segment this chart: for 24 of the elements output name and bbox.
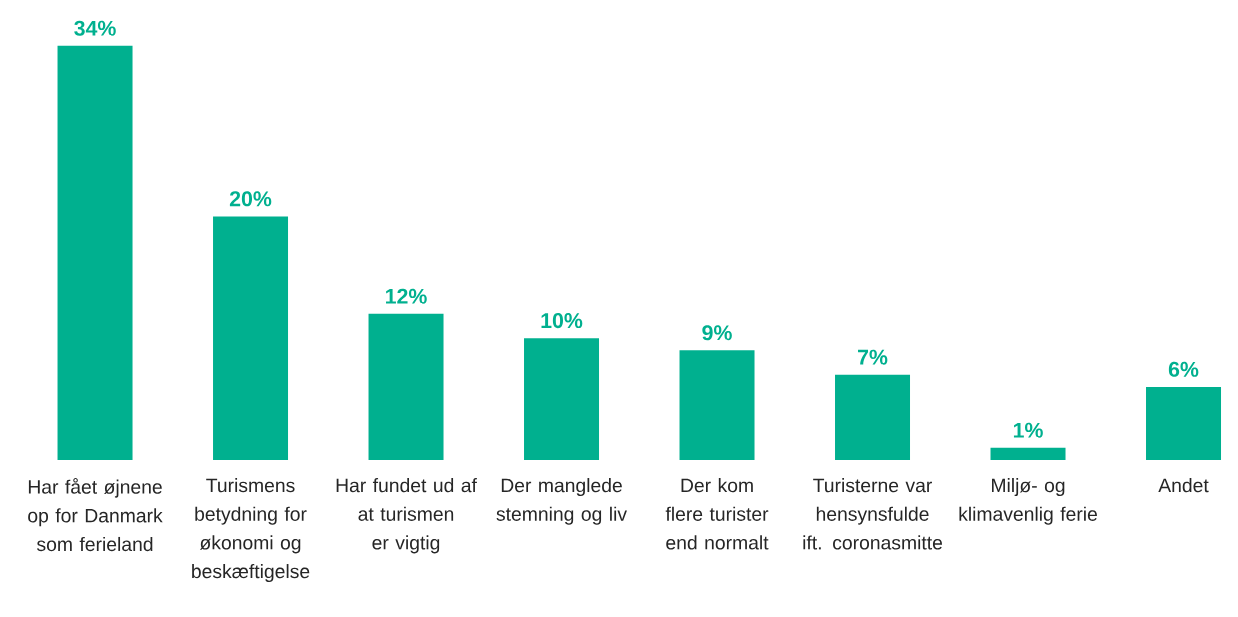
data-label: 9% — [702, 325, 732, 341]
bar — [679, 350, 755, 460]
data-label: 12% — [386, 288, 427, 304]
x-tick-label: Turisterne var hensynsfulde ift. coronasmitte — [803, 478, 943, 550]
x-tick-label: Der kom flere turister end normalt — [665, 478, 769, 550]
data-label: 6% — [1168, 361, 1199, 377]
data-label: 7% — [858, 349, 888, 365]
bar — [213, 216, 289, 460]
bar — [368, 313, 444, 460]
bar — [57, 45, 133, 460]
bar — [1146, 386, 1222, 460]
data-label: 20% — [229, 191, 272, 207]
data-label: 10% — [541, 313, 583, 329]
bar — [990, 447, 1066, 460]
x-tick-label: Har fundet ud af at turismen er vigtig — [336, 478, 477, 554]
x-tick-label: Miljø- og klimavenlig ferie — [959, 478, 1097, 525]
x-tick-label: Har fået øjnene op for Danmark som ferieland — [28, 478, 163, 552]
x-tick-label: Turismens betydning for økonomi og beskæftigelse — [192, 478, 310, 583]
data-label: 34% — [74, 20, 116, 36]
bar — [524, 338, 600, 460]
data-label: 1% — [1013, 422, 1043, 438]
x-tick-label: Der manglede stemning og liv — [496, 478, 627, 525]
x-tick-label: Andet — [1158, 478, 1209, 493]
bar — [835, 374, 911, 460]
